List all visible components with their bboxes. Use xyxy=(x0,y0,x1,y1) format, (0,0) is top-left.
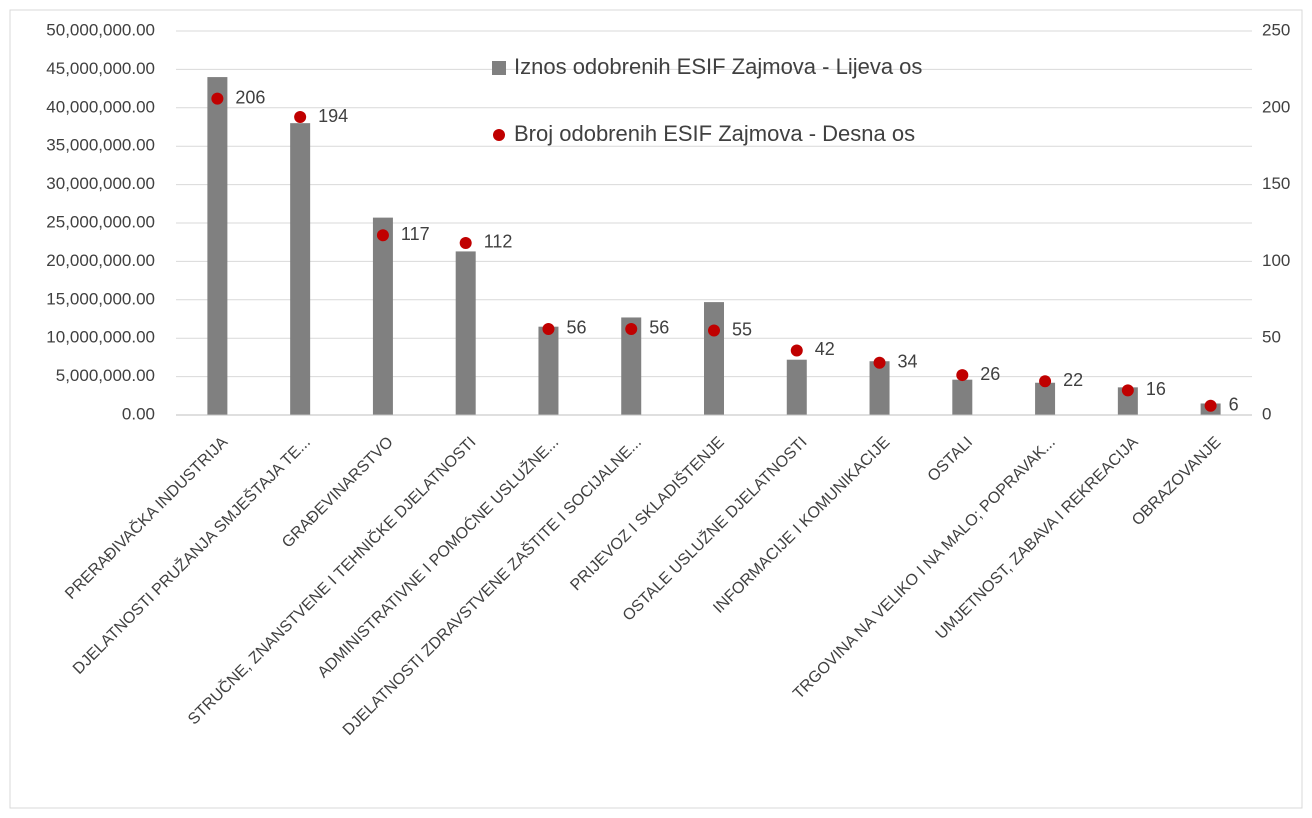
data-label: 34 xyxy=(898,352,918,372)
bar xyxy=(704,302,724,415)
y2-tick-label: 150 xyxy=(1262,174,1290,193)
y2-tick-label: 50 xyxy=(1262,328,1281,347)
dot xyxy=(625,322,638,335)
bar xyxy=(869,361,890,415)
y-tick-label: 30,000,000.00 xyxy=(46,174,155,193)
bar xyxy=(1035,382,1056,415)
dot xyxy=(790,344,803,357)
bar xyxy=(538,326,559,415)
y-tick-label: 25,000,000.00 xyxy=(46,212,155,231)
dot xyxy=(1121,384,1134,397)
data-label: 42 xyxy=(815,339,835,359)
data-label: 56 xyxy=(649,318,669,338)
y-tick-label: 0.00 xyxy=(122,404,155,423)
legend-label: Iznos odobrenih ESIF Zajmova - Lijeva os xyxy=(514,54,922,79)
y-tick-label: 20,000,000.00 xyxy=(46,251,155,270)
bar xyxy=(455,251,476,415)
data-label: 194 xyxy=(318,106,348,126)
y-tick-label: 15,000,000.00 xyxy=(46,289,155,308)
y2-tick-label: 250 xyxy=(1262,20,1290,39)
bar xyxy=(1117,387,1138,415)
data-label: 6 xyxy=(1229,395,1239,415)
y-tick-label: 40,000,000.00 xyxy=(46,97,155,116)
dot xyxy=(542,322,555,335)
data-label: 112 xyxy=(484,232,513,252)
dot xyxy=(956,369,969,382)
y2-tick-label: 100 xyxy=(1262,251,1290,270)
dot xyxy=(1039,375,1052,388)
bar xyxy=(207,77,228,415)
legend-label: Broj odobrenih ESIF Zajmova - Desna os xyxy=(514,121,915,146)
bar xyxy=(290,123,311,415)
dot xyxy=(376,229,389,242)
data-label: 55 xyxy=(732,319,752,339)
bar xyxy=(621,317,642,415)
dot xyxy=(294,111,307,124)
dot xyxy=(211,92,224,105)
y-tick-label: 35,000,000.00 xyxy=(46,136,155,155)
legend-swatch xyxy=(493,129,505,141)
data-label: 117 xyxy=(401,224,430,244)
legend-swatch xyxy=(492,61,506,75)
dot xyxy=(873,356,886,369)
data-label: 206 xyxy=(235,87,265,107)
dot xyxy=(459,236,472,249)
data-label: 56 xyxy=(566,318,586,338)
data-label: 22 xyxy=(1063,370,1083,390)
dot xyxy=(708,324,720,337)
y2-tick-label: 200 xyxy=(1262,97,1290,116)
data-label: 16 xyxy=(1146,379,1166,399)
y-tick-label: 5,000,000.00 xyxy=(56,366,155,385)
bar xyxy=(786,359,807,415)
y-tick-label: 10,000,000.00 xyxy=(46,328,155,347)
data-label: 26 xyxy=(980,364,1000,384)
y-tick-label: 45,000,000.00 xyxy=(46,59,155,78)
dot xyxy=(1204,399,1217,412)
y2-tick-label: 0 xyxy=(1262,404,1271,423)
y-tick-label: 50,000,000.00 xyxy=(46,20,155,39)
bar xyxy=(372,217,393,415)
bar xyxy=(952,379,973,415)
